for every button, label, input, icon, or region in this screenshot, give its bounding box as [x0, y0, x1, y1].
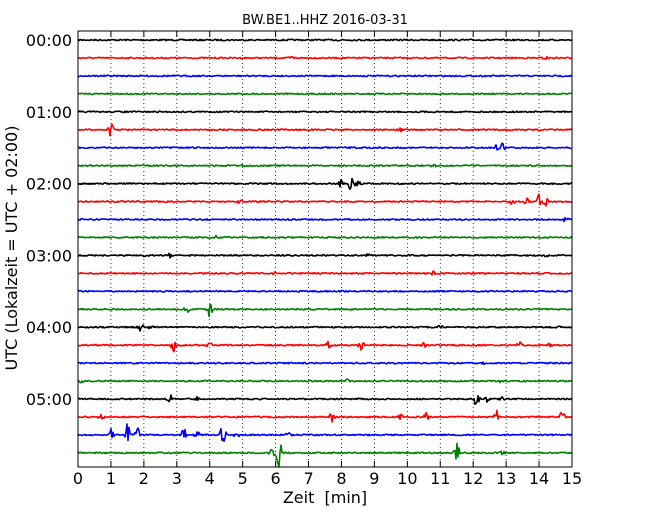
trace-row-05:15 — [77, 409, 573, 423]
trace-row-00:00 — [77, 38, 573, 42]
trace-row-00:15 — [77, 55, 573, 61]
trace-row-02:30 — [77, 216, 573, 223]
x-tick-label: 15 — [562, 469, 582, 488]
y-tick-label: 03:00 — [26, 246, 72, 265]
trace-row-02:00 — [77, 177, 573, 191]
y-axis-label: UTC (Lokalzeit = UTC + 02:00) — [2, 126, 21, 371]
trace-row-05:00 — [77, 394, 572, 405]
trace-row-01:00 — [77, 110, 573, 114]
plot-frame — [77, 30, 573, 468]
x-tick-label: 3 — [172, 469, 182, 488]
x-tick-label: 13 — [496, 469, 516, 488]
chart-title: BW.BE1..HHZ 2016-03-31 — [242, 13, 408, 28]
trace-row-04:00 — [77, 324, 573, 332]
trace-row-01:45 — [77, 163, 573, 168]
x-tick-label: 11 — [430, 469, 450, 488]
axis-ticks — [77, 31, 573, 467]
trace-row-04:45 — [77, 378, 573, 384]
x-tick-labels: 0 1 2 3 4 5 6 7 8 9 10 11 12 13 14 15 — [73, 469, 582, 488]
trace-row-03:45 — [77, 303, 573, 318]
x-tick-label: 10 — [397, 469, 417, 488]
y-tick-label: 01:00 — [26, 103, 72, 122]
x-tick-label: 6 — [271, 469, 281, 488]
trace-row-04:15 — [77, 340, 573, 353]
y-tick-label: 02:00 — [26, 175, 72, 194]
x-tick-label: 7 — [303, 469, 313, 488]
trace-row-01:30 — [77, 142, 573, 151]
trace-row-02:15 — [77, 193, 573, 207]
trace-row-04:30 — [77, 361, 573, 366]
y-tick-label: 00:00 — [26, 31, 72, 50]
y-tick-label: 04:00 — [26, 318, 72, 337]
trace-row-03:15 — [77, 270, 573, 276]
x-tick-label: 2 — [139, 469, 149, 488]
x-tick-label: 5 — [238, 469, 248, 488]
trace-row-03:00 — [77, 252, 573, 259]
trace-row-05:45 — [77, 442, 573, 468]
seismic-traces — [77, 38, 573, 468]
trace-row-05:30 — [77, 423, 573, 443]
trace-row-01:15 — [77, 123, 573, 137]
trace-row-00:30 — [77, 74, 573, 78]
trace-row-00:45 — [77, 92, 573, 96]
x-tick-label: 14 — [529, 469, 549, 488]
y-tick-labels: 00:00 01:00 02:00 03:00 04:00 05:00 — [26, 31, 72, 409]
vertical-gridlines — [110, 31, 540, 467]
x-tick-label: 9 — [369, 469, 379, 488]
x-tick-label: 12 — [463, 469, 483, 488]
trace-row-02:45 — [77, 234, 573, 240]
x-tick-label: 0 — [73, 469, 83, 488]
x-tick-label: 4 — [205, 469, 215, 488]
x-axis-label: Zeit [min] — [283, 488, 367, 507]
y-tick-label: 05:00 — [26, 390, 72, 409]
x-tick-label: 8 — [336, 469, 346, 488]
x-tick-label: 1 — [106, 469, 116, 488]
trace-row-03:30 — [77, 289, 573, 293]
